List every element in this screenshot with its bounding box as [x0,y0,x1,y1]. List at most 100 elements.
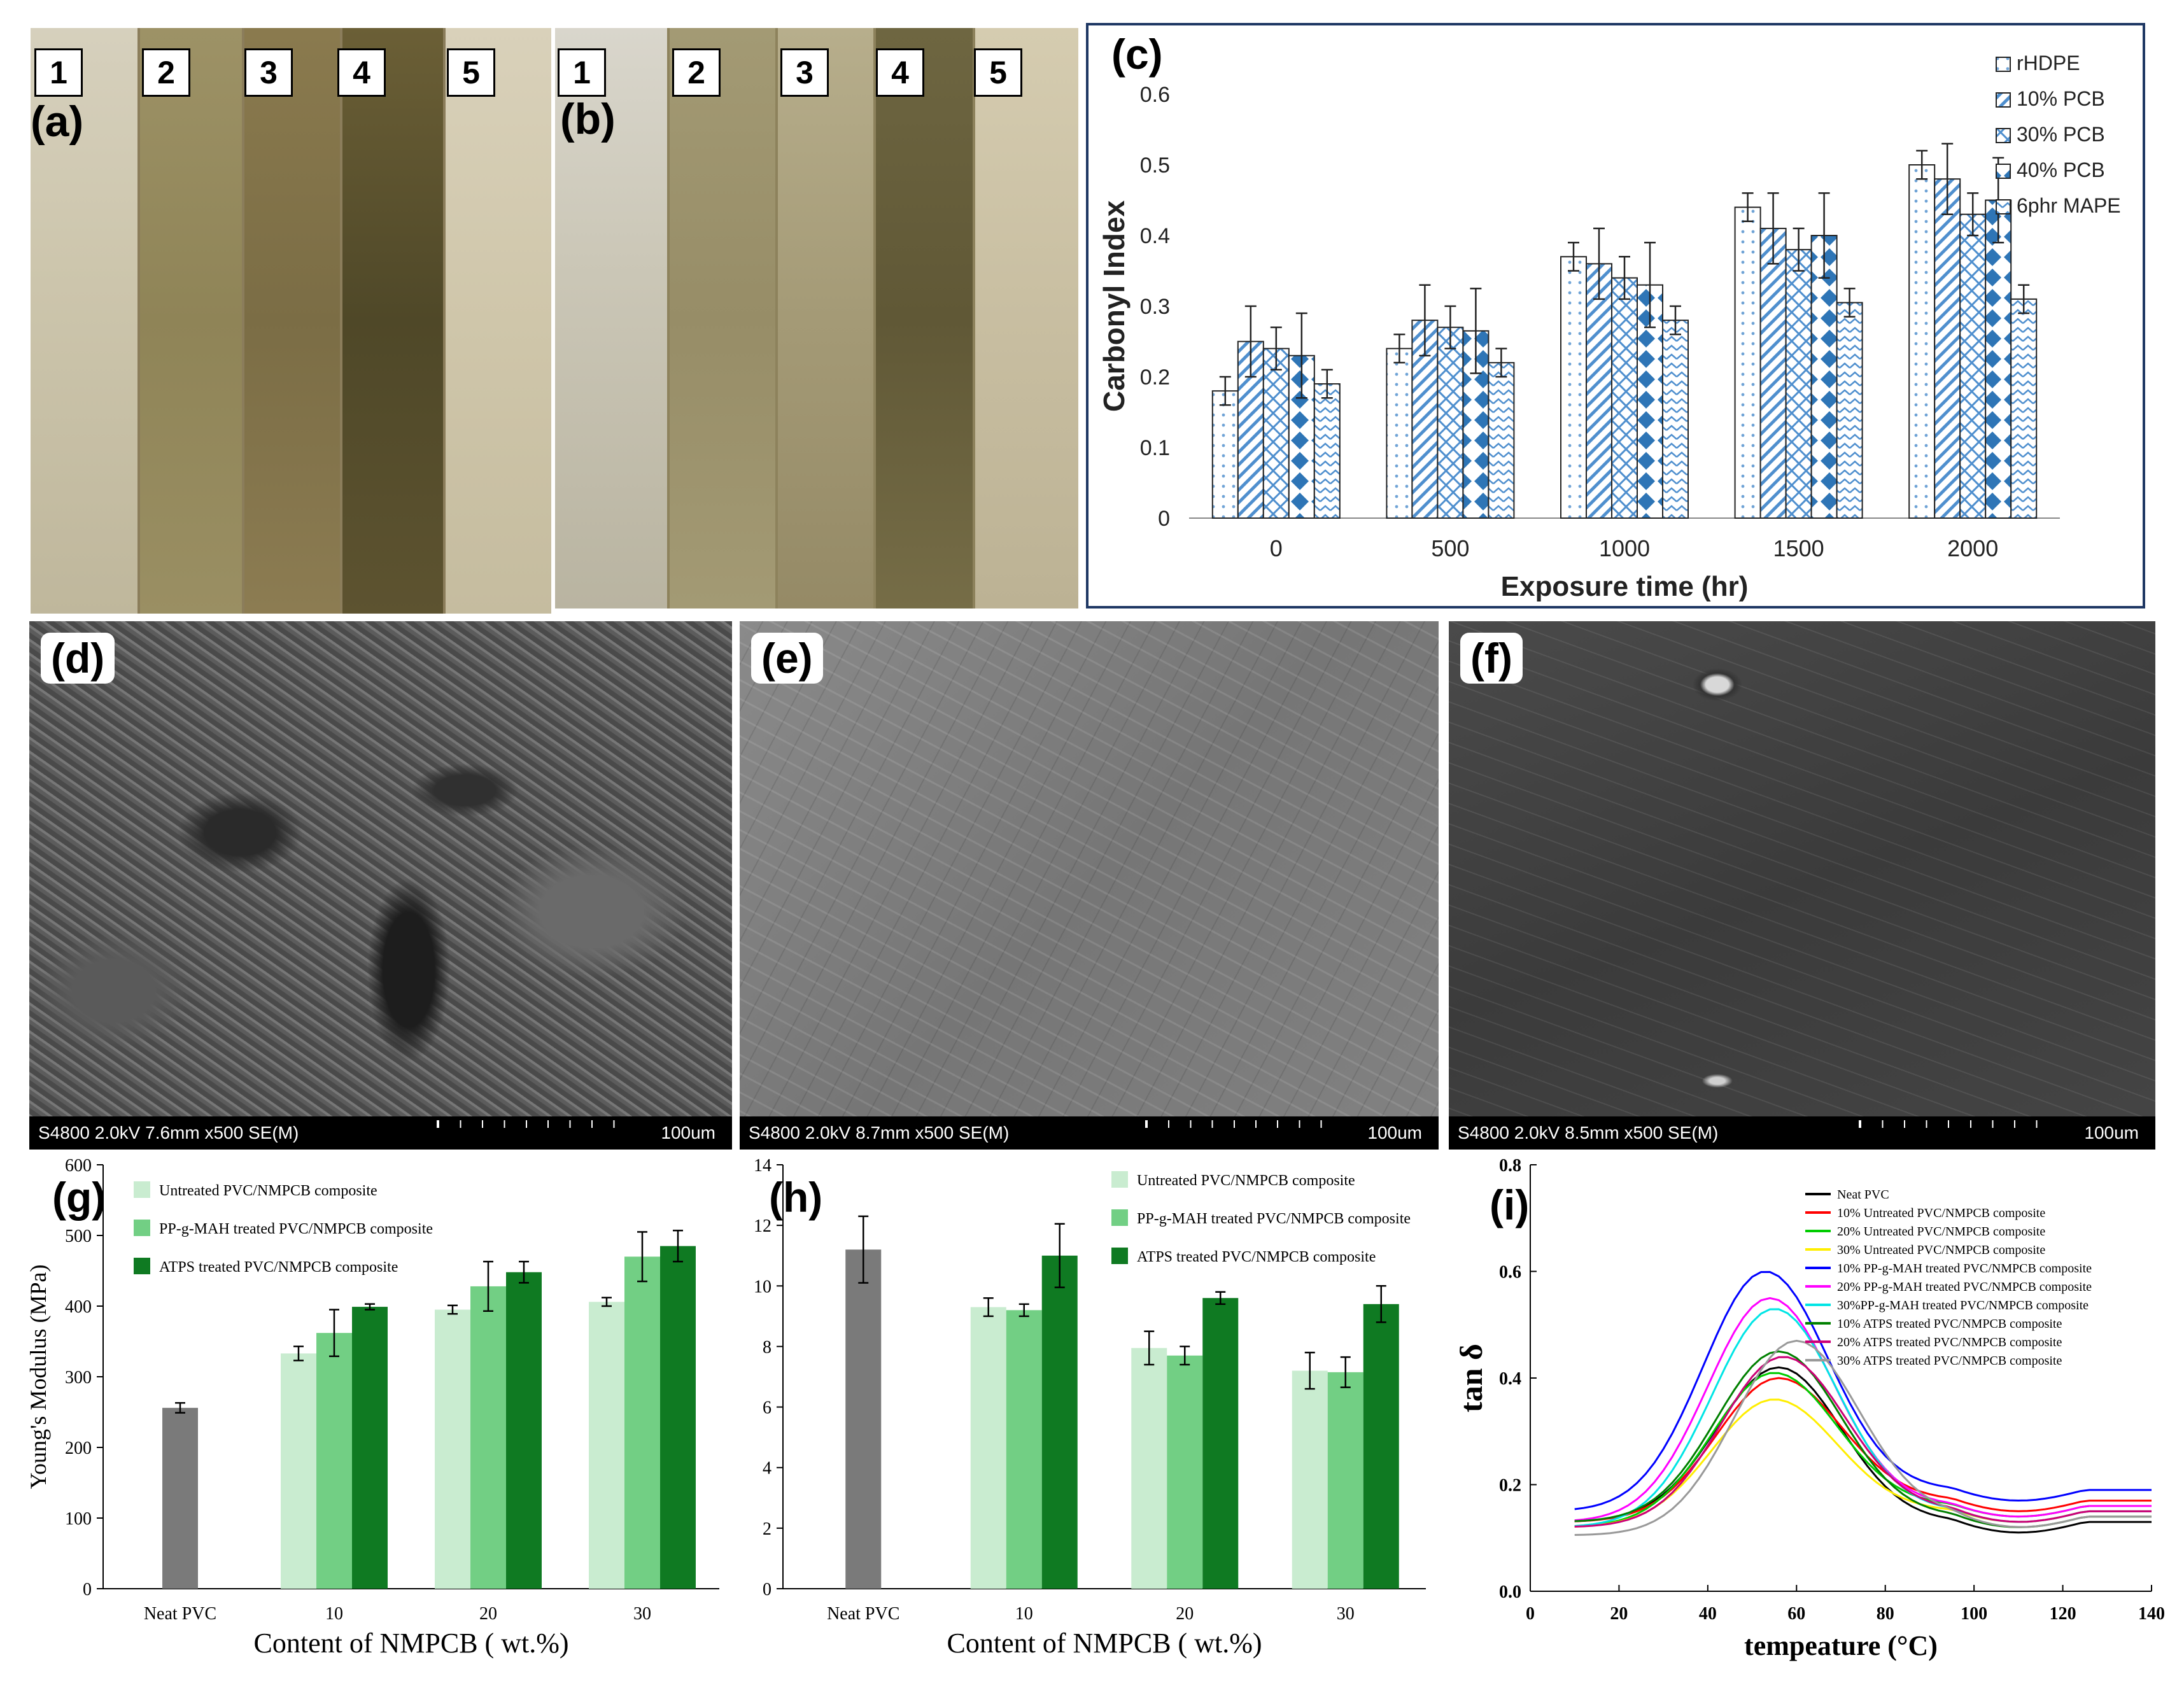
legend-label: Untreated PVC/NMPCB composite [1137,1172,1355,1189]
legend-swatch [1111,1171,1128,1188]
panel-label: (f) [1460,633,1523,684]
legend-label: 20% PP-g-MAH treated PVC/NMPCB composite [1837,1280,2092,1294]
sem-info-bar: S4800 2.0kV 7.6mm x500 SE(M) 100um [29,1116,732,1150]
bar [1734,206,1761,519]
x-tick-label: 10 [325,1604,343,1624]
strip-number: 4 [876,48,924,97]
bar [1985,199,2012,519]
y-tick-label: 400 [65,1297,92,1317]
strip-number: 1 [558,48,606,97]
y-tick-label: 6 [763,1398,771,1418]
legend-label: 10% Untreated PVC/NMPCB composite [1837,1206,2045,1220]
x-axis-title: tempeature (°C) [1744,1630,1938,1661]
strip-number: 4 [337,48,386,97]
y-tick-label: 0 [763,1580,771,1600]
scale-label: 100um [2084,1123,2139,1143]
x-tick-label: 100 [1961,1604,1987,1624]
x-tick-label: 120 [2050,1604,2076,1624]
legend-label: ATPS treated PVC/NMPCB composite [159,1259,398,1276]
panel-f-sem: (f) S4800 2.0kV 8.5mm x500 SE(M) 100um [1449,621,2155,1150]
strip-number: 5 [974,48,1022,97]
x-axis-title: Content of NMPCB ( wt.%) [947,1628,1262,1659]
y-tick-label: 100 [65,1509,92,1529]
x-axis-title: Exposure time (hr) [1501,571,1749,602]
series-line [1574,1297,2152,1522]
sample-strip [31,28,137,614]
legend-swatch [1996,199,2011,215]
x-tick-label: 30 [633,1604,651,1624]
x-tick-label: 60 [1787,1604,1805,1624]
sample-strip [244,28,340,614]
x-tick-label: 20 [1610,1604,1628,1624]
y-tick-label: 300 [65,1368,92,1388]
bar [162,1407,198,1589]
x-tick-label: 0 [1270,535,1283,561]
chart-carbonyl-index: (c) 0 0.1 0.2 0.3 0.4 0.5 0.6 0 500 1000 1500 2000 E… [1086,23,2145,608]
strip-number: 5 [447,48,495,97]
sem-meta: S4800 2.0kV 8.7mm x500 SE(M) [749,1123,1010,1143]
bar [1810,235,1838,519]
x-tick-label: 20 [1176,1604,1194,1624]
scale-label: 100um [1367,1123,1422,1143]
bar [506,1272,542,1589]
bar [2010,298,2038,519]
sem-image [29,621,732,1150]
x-tick-label: 40 [1699,1604,1717,1624]
x-tick-label: 80 [1877,1604,1894,1624]
bar [1006,1310,1042,1589]
legend-swatch [134,1220,150,1236]
panel-label: (d) [41,633,115,684]
panel-e-sem: (e) S4800 2.0kV 8.7mm x500 SE(M) 100um [740,621,1439,1150]
sem-image [740,621,1439,1150]
bar [1313,383,1341,519]
x-tick-label: Neat PVC [827,1604,899,1624]
panel-label: (c) [1111,31,1163,78]
scale-bar [437,1120,621,1128]
series-line [1574,1270,2152,1510]
y-axis-title: tan δ [1453,1344,1489,1412]
bar [1662,320,1689,519]
y-tick-label: 14 [754,1156,771,1176]
scale-bar [1145,1120,1328,1128]
legend-label: 40% PCB [2017,158,2105,181]
sem-meta: S4800 2.0kV 7.6mm x500 SE(M) [38,1123,299,1143]
bar [1041,1255,1078,1589]
panel-label: (e) [751,633,823,684]
bar [845,1249,882,1589]
panel-label: (b) [560,95,616,143]
bar [1908,164,1936,519]
legend-label: PP-g-MAH treated PVC/NMPCB composite [1137,1211,1411,1227]
bar [970,1307,1006,1589]
legend-label: 30% PCB [2017,123,2105,146]
scale-label: 100um [661,1123,715,1143]
sample-strip [975,28,1078,608]
panel-label: (h) [769,1174,822,1221]
legend-label: Neat PVC [1837,1188,1889,1202]
y-tick-label: 0.6 [1140,83,1170,107]
sample-strip [342,28,443,614]
y-tick-label: 0.2 [1140,365,1170,390]
bar [435,1309,470,1589]
y-tick-label: 0.4 [1499,1369,1521,1389]
bar [1836,302,1863,519]
x-tick-label: 0 [1526,1604,1535,1624]
legend-label: 30% ATPS treated PVC/NMPCB composite [1837,1354,2062,1368]
legend-label: ATPS treated PVC/NMPCB composite [1137,1249,1376,1265]
bar [1488,362,1515,519]
y-tick-label: 0.8 [1499,1156,1521,1176]
bar [1759,227,1787,519]
legend-swatch [1996,57,2011,72]
chart-youngs-modulus: (g) 0 100 200 300 400 500 600 Neat PVC 10 20 30 Con… [25,1156,719,1659]
y-tick-label: 8 [763,1337,771,1357]
sem-meta: S4800 2.0kV 8.5mm x500 SE(M) [1458,1123,1719,1143]
legend-label: 10% ATPS treated PVC/NMPCB composite [1837,1317,2062,1331]
legend-swatch [1111,1248,1128,1264]
bar [1288,355,1315,519]
bar [352,1307,388,1589]
chart-tan-delta: (i) 0.0 0.2 0.4 0.6 0.8 0 20 40 60 80 100 120 140 tem… [1453,1156,2165,1661]
bar [1131,1347,1167,1589]
strip-number: 2 [142,48,190,97]
bar [1611,277,1638,519]
sample-strip [876,28,973,608]
bar [1437,327,1464,519]
